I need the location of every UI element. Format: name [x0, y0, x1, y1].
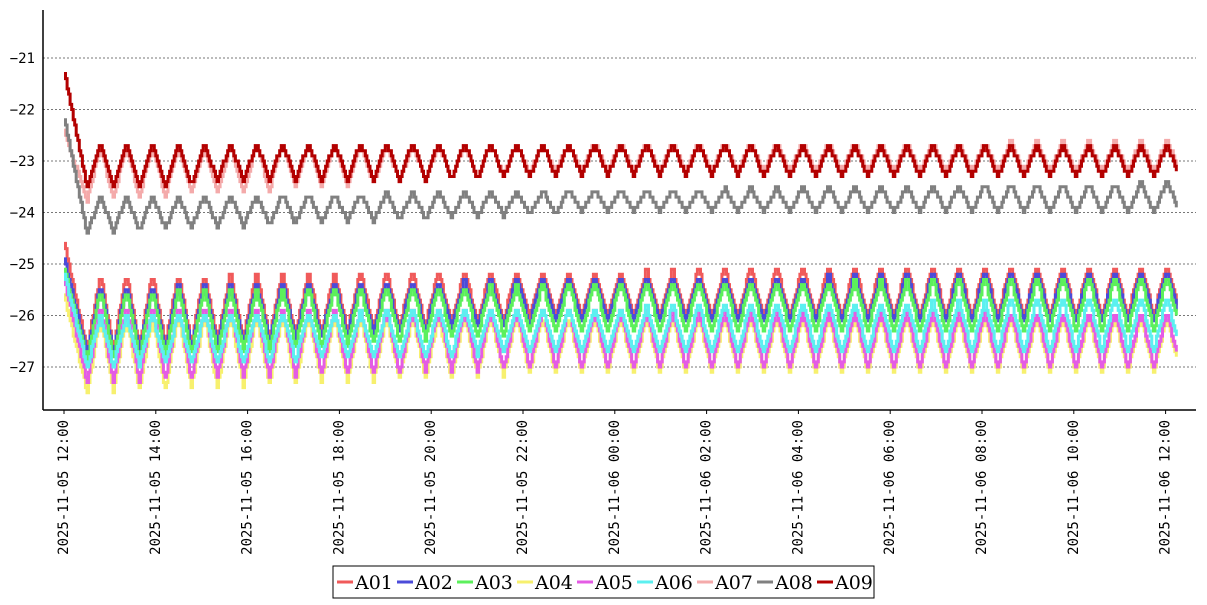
y-tick-label: −24: [10, 206, 35, 222]
series-line-a09: [64, 72, 1178, 189]
legend-label: A08: [774, 572, 813, 594]
y-tick-labels: −21 −22 −23 −24 −25 −26 −27: [10, 51, 35, 376]
series-line-a01: [64, 241, 1178, 354]
x-tick-label: 2025-11-05 22:00: [515, 420, 531, 555]
legend-label: A07: [714, 572, 753, 594]
x-tick-label: 2025-11-05 16:00: [240, 420, 256, 555]
legend-label: A02: [414, 572, 453, 594]
x-tick-label: 2025-11-06 08:00: [974, 420, 990, 555]
legend-label: A03: [474, 572, 513, 594]
y-tick-label: −22: [10, 103, 35, 119]
legend: A01 A02 A03 A04 A05 A06 A07 A08 A09: [332, 565, 875, 599]
x-tick-label: 2025-11-06 06:00: [882, 420, 898, 555]
x-tick-label: 2025-11-06 10:00: [1066, 420, 1082, 555]
x-tick-label: 2025-11-06 00:00: [607, 420, 623, 555]
x-tick-label: 2025-11-05 20:00: [423, 420, 439, 555]
x-tick-label: 2025-11-05 14:00: [148, 420, 164, 555]
legend-label: A05: [594, 572, 633, 594]
x-tick-labels: 2025-11-05 12:00 2025-11-05 14:00 2025-11-…: [56, 410, 1174, 555]
series-line-a02: [64, 257, 1178, 359]
y-tick-label: −26: [10, 309, 35, 325]
x-tick-label: 2025-11-06 04:00: [790, 420, 806, 555]
legend-label: A01: [354, 572, 393, 594]
x-tick-label: 2025-11-05 18:00: [331, 420, 347, 555]
series-line-a06: [64, 272, 1178, 369]
legend-label: A06: [654, 572, 693, 594]
series-lines: [64, 72, 1178, 395]
y-tick-label: −25: [10, 257, 35, 273]
series-line-a03: [64, 267, 1178, 364]
axes: [42, 10, 1196, 411]
x-tick-label: 2025-11-06 12:00: [1158, 420, 1174, 555]
legend-label: A04: [534, 572, 573, 594]
x-tick-label: 2025-11-05 12:00: [56, 420, 72, 555]
series-line-a08: [64, 118, 1178, 235]
legend-box: [332, 565, 875, 599]
x-tick-label: 2025-11-06 02:00: [699, 420, 715, 555]
y-tick-label: −27: [10, 360, 35, 376]
y-tick-label: −23: [10, 154, 35, 170]
y-tick-label: −21: [10, 51, 35, 67]
legend-label: A09: [834, 572, 873, 594]
